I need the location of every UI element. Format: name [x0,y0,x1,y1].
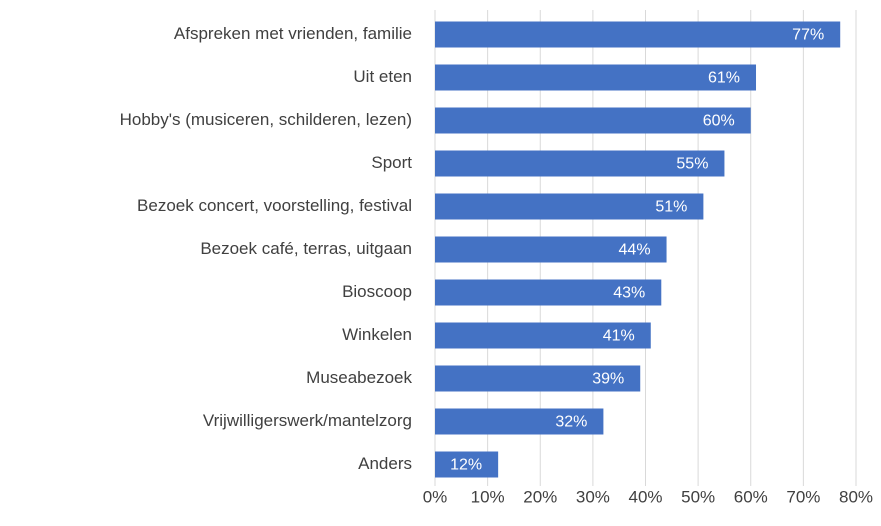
x-tick-label: 40% [628,487,662,506]
bar [435,107,751,134]
y-tick-label: Sport [371,153,412,172]
bar [435,64,757,91]
bar [435,451,499,478]
y-tick-label: Bioscoop [342,282,412,301]
bar [435,322,651,349]
y-tick-label: Bezoek concert, voorstelling, festival [137,196,412,215]
y-tick-label: Winkelen [342,325,412,344]
value-label: 32% [555,414,587,431]
x-tick-label: 50% [681,487,715,506]
value-label: 41% [603,328,635,345]
y-tick-label: Bezoek café, terras, uitgaan [200,239,412,258]
bar [435,150,725,177]
y-tick-label: Uit eten [353,67,412,86]
bar [435,236,667,263]
x-tick-label: 60% [734,487,768,506]
value-label: 60% [703,113,735,130]
bar [435,365,641,392]
value-label: 39% [592,371,624,388]
value-label: 51% [655,199,687,216]
value-label: 55% [676,156,708,173]
y-tick-label: Museabezoek [306,368,412,387]
value-label: 43% [613,285,645,302]
bar [435,193,704,220]
bar [435,279,662,306]
x-tick-label: 0% [423,487,448,506]
y-tick-label: Afspreken met vrienden, familie [174,24,412,43]
x-tick-label: 80% [839,487,873,506]
value-label: 12% [450,457,482,474]
x-tick-label: 20% [523,487,557,506]
y-tick-label: Anders [358,454,412,473]
x-tick-label: 70% [786,487,820,506]
y-tick-label: Vrijwilligerswerk/mantelzorg [203,411,412,430]
value-label: 77% [792,27,824,44]
bar [435,21,841,48]
y-tick-label: Hobby's (musiceren, schilderen, lezen) [120,110,412,129]
bar [435,408,604,435]
value-label: 44% [619,242,651,259]
value-label: 61% [708,70,740,87]
x-tick-label: 10% [471,487,505,506]
x-tick-label: 30% [576,487,610,506]
